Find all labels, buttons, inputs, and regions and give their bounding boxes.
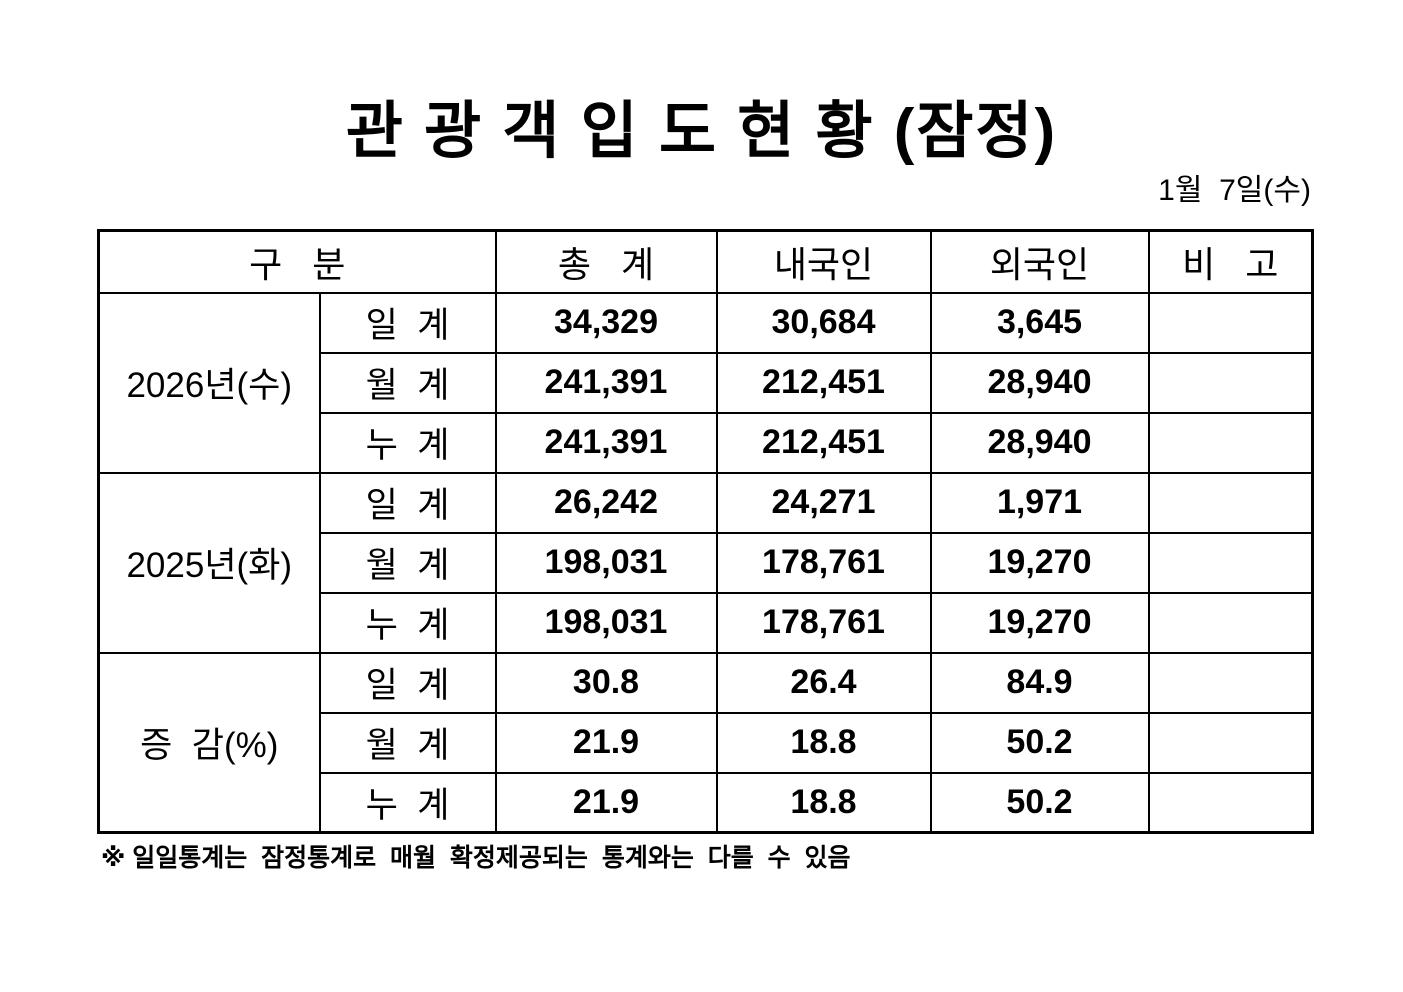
row-sub-label: 일 계 — [318, 471, 497, 534]
cell-remark — [1147, 651, 1314, 714]
table-row: 누 계 241,391 212,451 28,940 — [99, 411, 1314, 474]
cell-foreign: 1,971 — [929, 471, 1150, 534]
cell-total: 34,329 — [494, 291, 718, 354]
cell-remark — [1147, 471, 1314, 534]
table-row: 월 계 198,031 178,761 19,270 — [99, 531, 1314, 594]
tourist-arrivals-table: 구 분 총 계 내국인 외국인 비 고 2026년(수) 일 계 34,329 … — [97, 229, 1314, 834]
row-sub-label: 월 계 — [318, 711, 497, 774]
col-header-remarks: 비 고 — [1147, 229, 1314, 294]
table-row: 누 계 198,031 178,761 19,270 — [99, 591, 1314, 654]
cell-remark — [1147, 291, 1314, 354]
cell-foreign: 28,940 — [929, 411, 1150, 474]
table-row: 누 계 21.9 18.8 50.2 — [99, 771, 1314, 834]
cell-domestic: 30,684 — [715, 291, 932, 354]
col-header-category: 구 분 — [97, 229, 497, 294]
cell-domestic: 178,761 — [715, 591, 932, 654]
cell-remark — [1147, 771, 1314, 834]
cell-remark — [1147, 411, 1314, 474]
page-title: 관 광 객 입 도 현 황 (잠정) — [345, 97, 1058, 166]
cell-foreign: 3,645 — [929, 291, 1150, 354]
col-header-domestic: 내국인 — [715, 229, 932, 294]
cell-total: 26,242 — [494, 471, 718, 534]
cell-domestic: 24,271 — [715, 471, 932, 534]
cell-remark — [1147, 351, 1314, 414]
row-group-label-2026: 2026년(수) — [97, 291, 321, 474]
cell-remark — [1147, 711, 1314, 774]
cell-total: 241,391 — [494, 411, 718, 474]
cell-domestic: 18.8 — [715, 711, 932, 774]
cell-total: 21.9 — [494, 771, 718, 834]
cell-domestic: 212,451 — [715, 351, 932, 414]
row-sub-label: 월 계 — [318, 531, 497, 594]
table-row: 월 계 241,391 212,451 28,940 — [99, 351, 1314, 414]
cell-domestic: 18.8 — [715, 771, 932, 834]
row-group-label-change: 증 감(%) — [97, 651, 321, 834]
row-group-label-2025: 2025년(화) — [97, 471, 321, 654]
row-sub-label: 월 계 — [318, 351, 497, 414]
row-sub-label: 일 계 — [318, 651, 497, 714]
table-row: 2026년(수) 일 계 34,329 30,684 3,645 — [97, 291, 1314, 474]
cell-remark — [1147, 531, 1314, 594]
cell-domestic: 178,761 — [715, 531, 932, 594]
row-sub-label: 누 계 — [318, 591, 497, 654]
cell-foreign: 84.9 — [929, 651, 1150, 714]
cell-foreign: 19,270 — [929, 591, 1150, 654]
table-row: 증 감(%) 일 계 30.8 26.4 84.9 — [97, 651, 1314, 834]
row-sub-label: 누 계 — [318, 411, 497, 474]
row-sub-label: 일 계 — [318, 291, 497, 354]
footnote: ※ 일일통계는 잠정통계로 매월 확정제공되는 통계와는 다를 수 있음 — [101, 844, 851, 872]
cell-total: 21.9 — [494, 711, 718, 774]
header-row: 구 분 총 계 내국인 외국인 비 고 — [97, 229, 1314, 294]
table-row: 월 계 21.9 18.8 50.2 — [99, 711, 1314, 774]
cell-foreign: 28,940 — [929, 351, 1150, 414]
col-header-foreign: 외국인 — [929, 229, 1150, 294]
table-row: 2025년(화) 일 계 26,242 24,271 1,971 — [97, 471, 1314, 654]
cell-foreign: 50.2 — [929, 711, 1150, 774]
row-sub-label: 누 계 — [318, 771, 497, 834]
cell-foreign: 19,270 — [929, 531, 1150, 594]
cell-total: 241,391 — [494, 351, 718, 414]
cell-remark — [1147, 591, 1314, 654]
cell-total: 198,031 — [494, 531, 718, 594]
cell-foreign: 50.2 — [929, 771, 1150, 834]
col-header-total: 총 계 — [494, 229, 718, 294]
report-date: 1월 7일(수) — [1158, 174, 1311, 207]
cell-total: 30.8 — [494, 651, 718, 714]
cell-domestic: 26.4 — [715, 651, 932, 714]
cell-domestic: 212,451 — [715, 411, 932, 474]
cell-total: 198,031 — [494, 591, 718, 654]
